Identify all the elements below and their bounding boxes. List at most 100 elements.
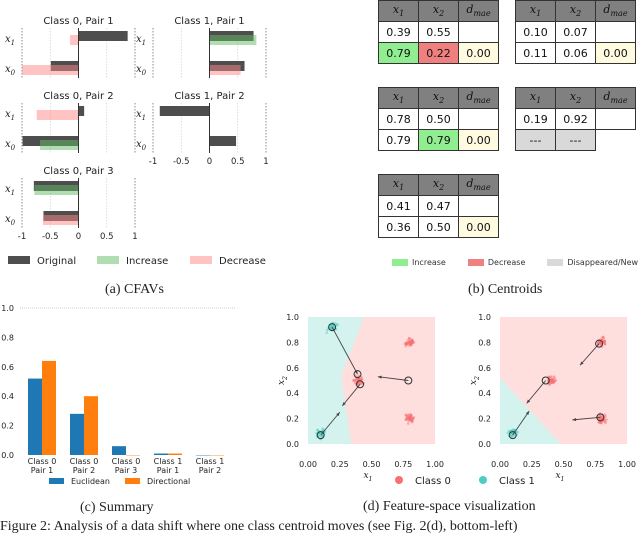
summary-category-label: Class 1 [154,457,183,466]
caption-b: (b) Centroids [468,282,542,298]
summary-legend-swatch [125,478,140,484]
scatter-xtick-label: 0.25 [331,460,349,469]
class0-point [409,418,412,421]
scatter-xlabel: x1 [363,471,372,483]
cfav-subplot-title: Class 1, Pair 2 [174,91,244,102]
table-cell: 0.79 [379,43,419,64]
class1-point [336,323,339,326]
summary-category-label: Pair 3 [115,466,138,475]
cfav-xtick-label: 1 [132,232,137,242]
cfav-bar-original [160,106,210,116]
table-cell: 0.00 [459,43,499,64]
class0-point [550,378,553,381]
cfav-feature-label: x0 [136,139,147,152]
scatter-ytick-label: 0.8 [286,338,299,347]
scatter-xtick-label: 1.00 [426,460,444,469]
cfav-feature-label: x1 [136,109,146,122]
caption-d: (d) Feature-space visualization [363,499,536,515]
scatter-ytick-label: 1.0 [286,313,299,322]
cfav-bar-increase [40,140,78,150]
table-header-dmae: dmae [459,1,499,22]
cfav-legend-label: Increase [126,256,168,267]
summary-category-label: Pair 2 [73,466,96,475]
legend-increase: Increase [412,258,446,267]
table-cell: --- [516,130,556,151]
scatter-xtick-label: 0.00 [299,460,317,469]
class0-point [549,376,552,379]
summary-ytick-label: 0.4 [1,392,14,401]
summary-category-label: Class 0 [112,457,141,466]
cfav-legend-swatch [97,256,119,264]
class0-point [553,381,556,384]
cfav-feature-label: x0 [5,64,16,77]
cfav-bar-original [210,136,237,146]
scatter-ylabel: x2 [277,376,289,385]
table-header-x1: x1 [516,88,556,109]
summary-category-label: Class 0 [70,457,99,466]
class0-point [407,422,410,425]
summary-category-label: Pair 1 [31,466,54,475]
table-header-x2: x2 [556,88,596,109]
table-cell: 0.06 [556,43,596,64]
class1-point [326,331,329,334]
summary-legend-label: Directional [147,477,190,486]
scatter-legend-label: Class 0 [415,476,451,487]
summary-bar-euclidean [112,446,126,455]
cfav-legend-swatch [190,256,212,264]
summary-category-label: Pair 2 [199,466,222,475]
summary-bar-directional [42,361,56,455]
table-header-dmae: dmae [459,88,499,109]
cfav-bar-increase [34,185,78,195]
summary-ytick-label: 0.2 [1,422,14,431]
scatter-xlabel: x1 [555,471,564,483]
table-cell: 0.11 [516,43,556,64]
cfav-legend-swatch [8,256,30,264]
summary-bar-euclidean [70,414,84,455]
summary-legend-label: Euclidean [71,477,110,486]
table-cell: 0.79 [419,130,459,151]
table-header-x2: x2 [419,175,459,196]
cfav-xtick-label: -1 [18,232,26,242]
cfav-xtick-label: 0.5 [231,157,245,167]
cfav-feature-label: x0 [136,64,147,77]
table-cell: 0.92 [556,109,596,130]
cfav-xtick-label: -0.5 [42,232,59,242]
table-header-x1: x1 [379,1,419,22]
class0-point [553,377,556,380]
scatter-xtick-label: 0.50 [363,460,381,469]
table-row: ------ [516,130,636,151]
table-cell: 0.47 [419,196,459,217]
scatter-ytick-label: 0.2 [478,415,491,424]
scatter-legend-marker [395,476,403,484]
summary-ytick-label: 1.0 [1,304,14,313]
class1-point [516,431,519,434]
table-cell: 0.50 [419,217,459,238]
cfav-bar-decrease [43,215,79,225]
cfav-feature-label: x1 [5,109,15,122]
table-cell: 0.79 [379,130,419,151]
class0-point [600,422,603,425]
scatter-legend-label: Class 1 [499,476,535,487]
cfav-subplot-title: Class 0, Pair 3 [43,166,113,177]
summary-bar-directional [168,454,182,455]
cfav-xtick-label: -1 [149,157,157,167]
cfav-feature-label: x1 [5,34,15,47]
class0-point [411,420,414,423]
class1-point [326,329,329,332]
cfav-xtick-label: 0.5 [100,232,114,242]
table-header-x1: x1 [379,175,419,196]
cfav-bar-decrease [70,35,78,45]
cfav-subplot-title: Class 0, Pair 1 [43,16,113,27]
class0-point [603,341,606,344]
scatter-xtick-label: 0.75 [586,460,604,469]
cfav-bar-decrease [210,65,241,75]
table-cell: 0.10 [516,22,556,43]
table-cell [596,22,636,43]
